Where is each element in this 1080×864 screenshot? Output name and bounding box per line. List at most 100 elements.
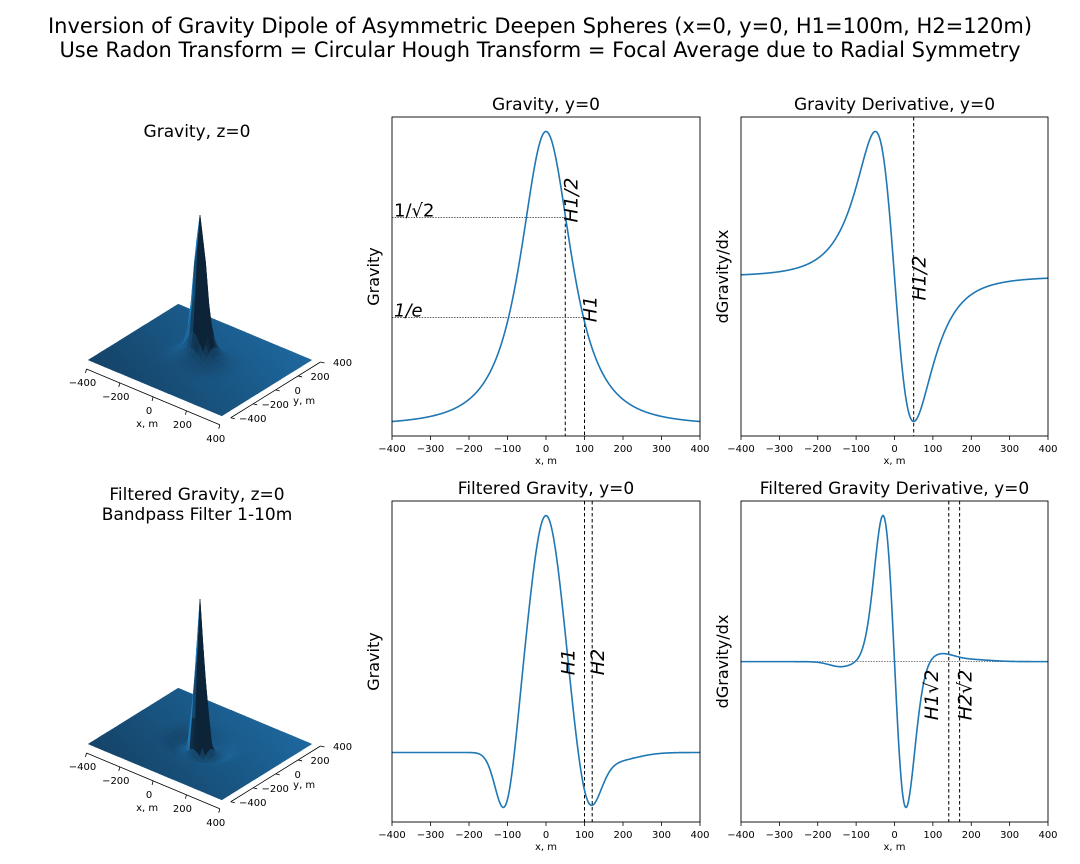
x-tick-label: 0 — [891, 444, 897, 455]
surface2-title: Filtered Gravity, z=0 — [109, 485, 284, 505]
plot-title: Filtered Gravity Derivative, y=0 — [760, 479, 1029, 499]
y-tick-label: −200 — [261, 400, 288, 411]
x-tick-label: 0 — [146, 790, 152, 801]
x-tick-label: 200 — [613, 444, 632, 455]
x-tick-label: 400 — [1038, 444, 1057, 455]
x-tick-label: −400 — [378, 830, 405, 841]
data-series-line — [740, 130, 1049, 423]
x-tick-label: 400 — [1038, 830, 1057, 841]
x-tick-label: 0 — [146, 406, 152, 417]
x-axis-label: x, m — [535, 456, 557, 467]
x-axis-label: x, m — [883, 456, 905, 467]
x-tick-label: 200 — [173, 420, 192, 431]
vertical-line-label: H2 — [587, 649, 609, 675]
surface1-title: Gravity, z=0 — [144, 122, 251, 142]
x-tick-label: 300 — [1000, 830, 1019, 841]
x-tick-label: −400 — [378, 444, 405, 455]
plot-title: Filtered Gravity, y=0 — [458, 479, 634, 499]
y-tick — [297, 759, 303, 762]
plot-filtered-gravity-derivative: Filtered Gravity Derivative, y=0 dGravity… — [713, 479, 1058, 853]
y-tick-label: 0 — [294, 386, 300, 397]
x-tick-label: 100 — [923, 444, 942, 455]
x-tick — [151, 396, 154, 401]
y-axis-label: Gravity — [364, 632, 383, 690]
x-axis-label: x, m — [535, 842, 557, 853]
x-tick-label: −100 — [494, 830, 521, 841]
y-tick-label: −400 — [239, 798, 266, 809]
x-axis-label: x, m — [136, 419, 158, 430]
x-tick — [218, 808, 221, 813]
x-tick-label: 300 — [652, 444, 671, 455]
x-axis-label: x, m — [136, 803, 158, 814]
y-tick — [320, 745, 325, 748]
y-tick — [275, 389, 280, 392]
x-tick-label: −200 — [455, 830, 482, 841]
x-tick-label: 0 — [543, 830, 549, 841]
plot-filtered-gravity: Filtered Gravity, y=0 Gravity x, m −400 −300… — [364, 479, 710, 853]
y-axis-label: y, m — [293, 396, 315, 407]
horizontal-line-label: 1/e — [394, 300, 423, 321]
x-tick — [185, 794, 187, 799]
y-tick-label: 200 — [311, 372, 330, 383]
vertical-line-label: H1√2 — [921, 670, 943, 721]
y-axis-label: dGravity/dx — [713, 230, 732, 324]
plot-frame — [391, 500, 701, 823]
y-tick — [230, 801, 235, 804]
x-tick — [218, 424, 221, 429]
surface2-subtitle: Bandpass Filter 1-10m — [102, 505, 293, 525]
y-tick — [253, 787, 258, 790]
x-tick-label: 400 — [206, 434, 225, 445]
y-tick — [275, 773, 280, 776]
x-tick-label: 400 — [690, 830, 709, 841]
y-tick-label: −200 — [261, 784, 288, 795]
data-series-line — [391, 130, 701, 423]
y-tick-label: 0 — [294, 770, 300, 781]
vertical-line-label: H1 — [580, 296, 602, 322]
x-tick-label: −300 — [766, 830, 793, 841]
x-tick-label: 200 — [962, 444, 981, 455]
x-tick-label: −400 — [727, 830, 754, 841]
x-tick-label: −400 — [727, 444, 754, 455]
x-tick — [118, 382, 121, 388]
y-axis-label: Gravity — [364, 247, 383, 305]
plot-title: Gravity Derivative, y=0 — [794, 95, 995, 115]
vertical-line-label: H1/2 — [909, 256, 931, 301]
surface-facet — [217, 412, 225, 417]
x-axis-label: x, m — [883, 842, 905, 853]
x-tick-label: 200 — [613, 830, 632, 841]
data-series-line — [392, 514, 700, 809]
vertical-line-label: H1 — [558, 649, 580, 675]
x-tick-label: 400 — [206, 818, 225, 829]
y-tick-label: 400 — [333, 358, 352, 369]
plot-gravity: Gravity, y=0 Gravity x, m −400 −300 −200 −100 0… — [364, 95, 710, 467]
x-tick-label: 100 — [923, 830, 942, 841]
y-tick — [253, 403, 258, 406]
horizontal-line-label: 1/√2 — [394, 201, 434, 222]
x-tick-label: −200 — [102, 776, 129, 787]
figure-title-line1: Inversion of Gravity Dipole of Asymmetri… — [48, 14, 1032, 38]
x-tick-label: −300 — [417, 830, 444, 841]
plot-title: Gravity, y=0 — [492, 95, 600, 115]
figure-title-line2: Use Radon Transform = Circular Hough Tra… — [59, 38, 1020, 62]
x-tick-label: −200 — [455, 444, 482, 455]
x-tick-label: 0 — [891, 830, 897, 841]
x-tick-label: −200 — [804, 444, 831, 455]
y-tick-label: 400 — [333, 742, 352, 753]
x-tick-label: 100 — [575, 444, 594, 455]
x-tick-label: −400 — [69, 762, 96, 773]
x-tick-label: 200 — [173, 804, 192, 815]
x-tick-label: 300 — [1000, 444, 1019, 455]
y-tick — [320, 361, 325, 364]
x-tick-label: 400 — [690, 444, 709, 455]
x-tick-label: −100 — [494, 444, 521, 455]
x-tick-label: −100 — [842, 444, 869, 455]
x-tick-label: 300 — [652, 830, 671, 841]
x-tick-label: −400 — [69, 378, 96, 389]
x-tick — [151, 780, 154, 785]
x-tick — [185, 410, 187, 415]
y-tick-label: −400 — [239, 414, 266, 425]
x-tick-label: −100 — [842, 830, 869, 841]
vertical-line-label: H1/2 — [560, 178, 582, 223]
